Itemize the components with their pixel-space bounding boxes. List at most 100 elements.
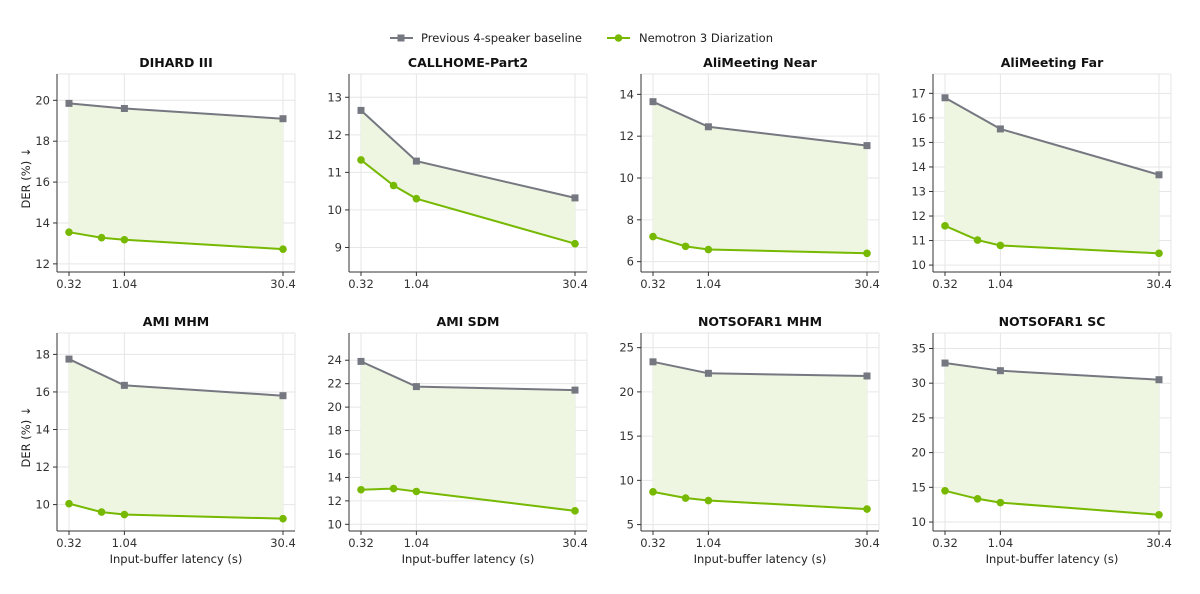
y-tick-label: 11 — [911, 234, 926, 248]
x-tick-label: 0.32 — [932, 277, 958, 291]
baseline-point — [65, 355, 73, 363]
subplot-grid: 12 14 16 18 20 0.32 1.04 30.4 DIHARD III DER (%) … — [19, 55, 1172, 566]
nemotron-point — [571, 239, 579, 248]
y-tick-label: 12 — [619, 129, 634, 143]
y-tick-label: 11 — [327, 165, 342, 179]
x-axis-label: Input-buffer latency (s) — [986, 552, 1119, 566]
legend-marker-nemotron — [614, 34, 623, 42]
baseline-point — [1155, 171, 1163, 179]
x-tick-label: 1.04 — [112, 277, 138, 291]
nemotron-series-line — [68, 502, 284, 520]
y-tick-label: 12 — [35, 257, 50, 271]
x-axis-label: Input-buffer latency (s) — [110, 552, 243, 566]
baseline-point — [120, 104, 128, 112]
baseline-point — [412, 383, 420, 391]
y-tick-label: 25 — [619, 341, 634, 355]
nemotron-point — [996, 241, 1005, 250]
baseline-point — [863, 372, 871, 380]
nemotron-point — [996, 498, 1005, 507]
y-tick-label: 10 — [35, 498, 50, 512]
y-tick-label: 14 — [619, 87, 634, 101]
panel-ami-sdm: 10 12 14 16 18 20 22 24 0.32 1.04 30.4 AMI SDM Input… — [327, 314, 587, 566]
panel-title: NOTSOFAR1 SC — [999, 314, 1106, 329]
x-tick-label: 30.4 — [562, 277, 588, 291]
y-tick-label: 18 — [35, 347, 50, 361]
x-tick-label: 0.32 — [640, 277, 666, 291]
baseline-point — [357, 106, 365, 114]
panel-notsofar1-sc: 10 15 20 25 30 35 0.32 1.04 30.4 NOTSOFAR1 SC Inpu… — [911, 314, 1171, 566]
y-tick-label: 10 — [619, 171, 634, 185]
panel-title: CALLHOME-Part2 — [408, 55, 528, 70]
nemotron-point — [357, 485, 365, 494]
nemotron-point — [389, 484, 398, 493]
baseline-point — [412, 157, 420, 165]
x-tick-label: 1.04 — [696, 277, 722, 291]
nemotron-series-line — [652, 235, 868, 255]
nemotron-point — [704, 496, 713, 505]
y-tick-label: 14 — [35, 422, 50, 436]
panel-title: DIHARD III — [139, 55, 212, 70]
baseline-point — [863, 142, 871, 150]
y-tick-label: 16 — [327, 447, 342, 461]
y-tick-label: 25 — [911, 411, 926, 425]
nemotron-series-line — [944, 489, 1160, 516]
x-axis-label: Input-buffer latency (s) — [694, 552, 827, 566]
panel-alimeeting-near: 6 8 10 12 14 0.32 1.04 30.4 AliMeeting Near — [619, 55, 879, 291]
gap-fill-area — [653, 361, 867, 510]
baseline-point — [704, 123, 712, 131]
x-tick-label: 30.4 — [1146, 536, 1172, 550]
y-tick-label: 17 — [911, 86, 926, 100]
panel-callhome-part2: 9 10 11 12 13 0.32 1.04 30.4 CALLHOME-Part2 — [327, 55, 587, 291]
y-tick-label: 14 — [911, 160, 926, 174]
x-tick-label: 0.32 — [932, 536, 958, 550]
nemotron-point — [941, 222, 949, 230]
gap-fill-area — [69, 359, 283, 519]
x-tick-label: 1.04 — [696, 536, 722, 550]
nemotron-point — [65, 228, 73, 236]
nemotron-point — [941, 487, 949, 495]
y-tick-label: 5 — [627, 518, 634, 532]
nemotron-point — [412, 487, 421, 496]
x-tick-label: 30.4 — [854, 277, 880, 291]
panel-title: AMI MHM — [143, 314, 209, 329]
x-axis-label: Input-buffer latency (s) — [402, 552, 535, 566]
y-tick-label: 12 — [327, 494, 342, 508]
baseline-point — [571, 386, 579, 394]
x-tick-label: 1.04 — [988, 536, 1014, 550]
panel-dihard-iii: 12 14 16 18 20 0.32 1.04 30.4 DIHARD III DER (%) … — [19, 55, 296, 291]
nemotron-point — [681, 494, 690, 502]
y-tick-label: 22 — [327, 377, 342, 391]
gap-fill-area — [69, 103, 283, 250]
y-tick-label: 15 — [911, 135, 926, 149]
baseline-point — [649, 358, 657, 366]
nemotron-point — [571, 507, 579, 515]
nemotron-point — [1155, 510, 1163, 519]
gap-fill-area — [945, 363, 1159, 515]
y-tick-label: 15 — [911, 480, 926, 494]
y-tick-label: 35 — [911, 341, 926, 355]
nemotron-point — [97, 508, 106, 516]
y-tick-label: 10 — [911, 515, 926, 529]
nemotron-point — [973, 494, 982, 503]
baseline-point — [279, 115, 287, 123]
y-tick-label: 13 — [327, 90, 342, 104]
nemotron-point — [863, 505, 871, 513]
panel-alimeeting-far: 10 11 12 13 14 15 16 17 0.32 1.04 30.4 AliMeeting F… — [911, 55, 1171, 291]
y-tick-label: 18 — [35, 134, 50, 148]
nemotron-point — [279, 514, 287, 523]
y-tick-label: 6 — [627, 255, 634, 269]
y-tick-label: 12 — [911, 209, 926, 223]
panel-notsofar1-mhm: 5 10 15 20 25 0.32 1.04 30.4 NOTSOFAR1 MHM Input-… — [619, 314, 879, 566]
y-tick-label: 15 — [619, 429, 634, 443]
y-tick-label: 10 — [327, 203, 342, 217]
y-tick-label: 9 — [335, 240, 342, 254]
nemotron-point — [412, 194, 421, 203]
legend-marker-baseline — [397, 34, 405, 42]
nemotron-point — [120, 235, 129, 244]
panel-title: AliMeeting Far — [1001, 55, 1104, 70]
gap-fill-area — [945, 97, 1159, 254]
baseline-point — [996, 367, 1004, 375]
x-tick-label: 1.04 — [112, 536, 138, 550]
nemotron-point — [1155, 249, 1163, 258]
baseline-point — [65, 99, 73, 107]
